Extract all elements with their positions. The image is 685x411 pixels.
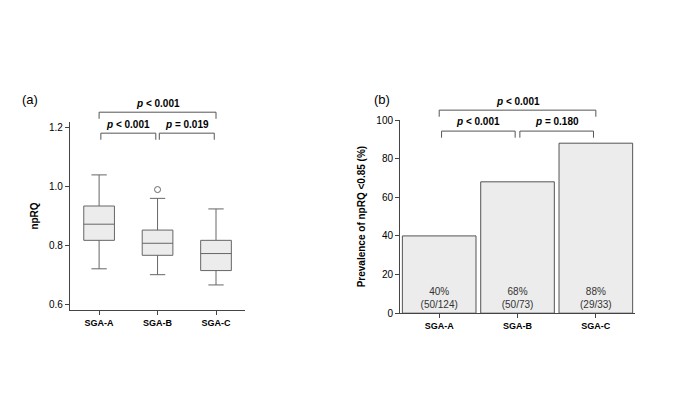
svg-text:40: 40 — [382, 230, 394, 241]
svg-text:80: 80 — [382, 153, 394, 164]
svg-text:SGA-B: SGA-B — [143, 318, 173, 328]
svg-text:Prevalence of npRQ <0.85 (%): Prevalence of npRQ <0.85 (%) — [356, 146, 367, 287]
svg-text:p < 0.001: p < 0.001 — [106, 119, 150, 130]
svg-text:1.0: 1.0 — [49, 181, 63, 192]
svg-text:40%(50/124): 40%(50/124) — [421, 286, 458, 310]
svg-text:0.6: 0.6 — [49, 299, 63, 310]
svg-text:SGA-C: SGA-C — [581, 321, 611, 331]
svg-text:SGA-A: SGA-A — [425, 321, 455, 331]
svg-text:68%(50/73): 68%(50/73) — [502, 286, 534, 310]
svg-text:20: 20 — [382, 269, 394, 280]
svg-text:p = 0.180: p = 0.180 — [535, 116, 579, 127]
svg-text:SGA-C: SGA-C — [202, 318, 232, 328]
svg-text:100: 100 — [376, 115, 393, 126]
svg-text:60: 60 — [382, 192, 394, 203]
svg-text:npRQ: npRQ — [29, 202, 40, 229]
svg-text:(b): (b) — [374, 92, 390, 107]
svg-text:0.8: 0.8 — [49, 240, 63, 251]
svg-text:1.2: 1.2 — [49, 122, 63, 133]
svg-text:p < 0.001: p < 0.001 — [456, 116, 500, 127]
svg-text:p = 0.019: p = 0.019 — [165, 119, 209, 130]
svg-text:0: 0 — [387, 308, 393, 319]
svg-text:p < 0.001: p < 0.001 — [496, 96, 540, 107]
svg-text:SGA-A: SGA-A — [85, 318, 115, 328]
svg-text:(a): (a) — [22, 92, 38, 107]
svg-text:88%(29/33): 88%(29/33) — [580, 286, 612, 310]
svg-text:p < 0.001: p < 0.001 — [136, 98, 180, 109]
svg-text:SGA-B: SGA-B — [503, 321, 533, 331]
